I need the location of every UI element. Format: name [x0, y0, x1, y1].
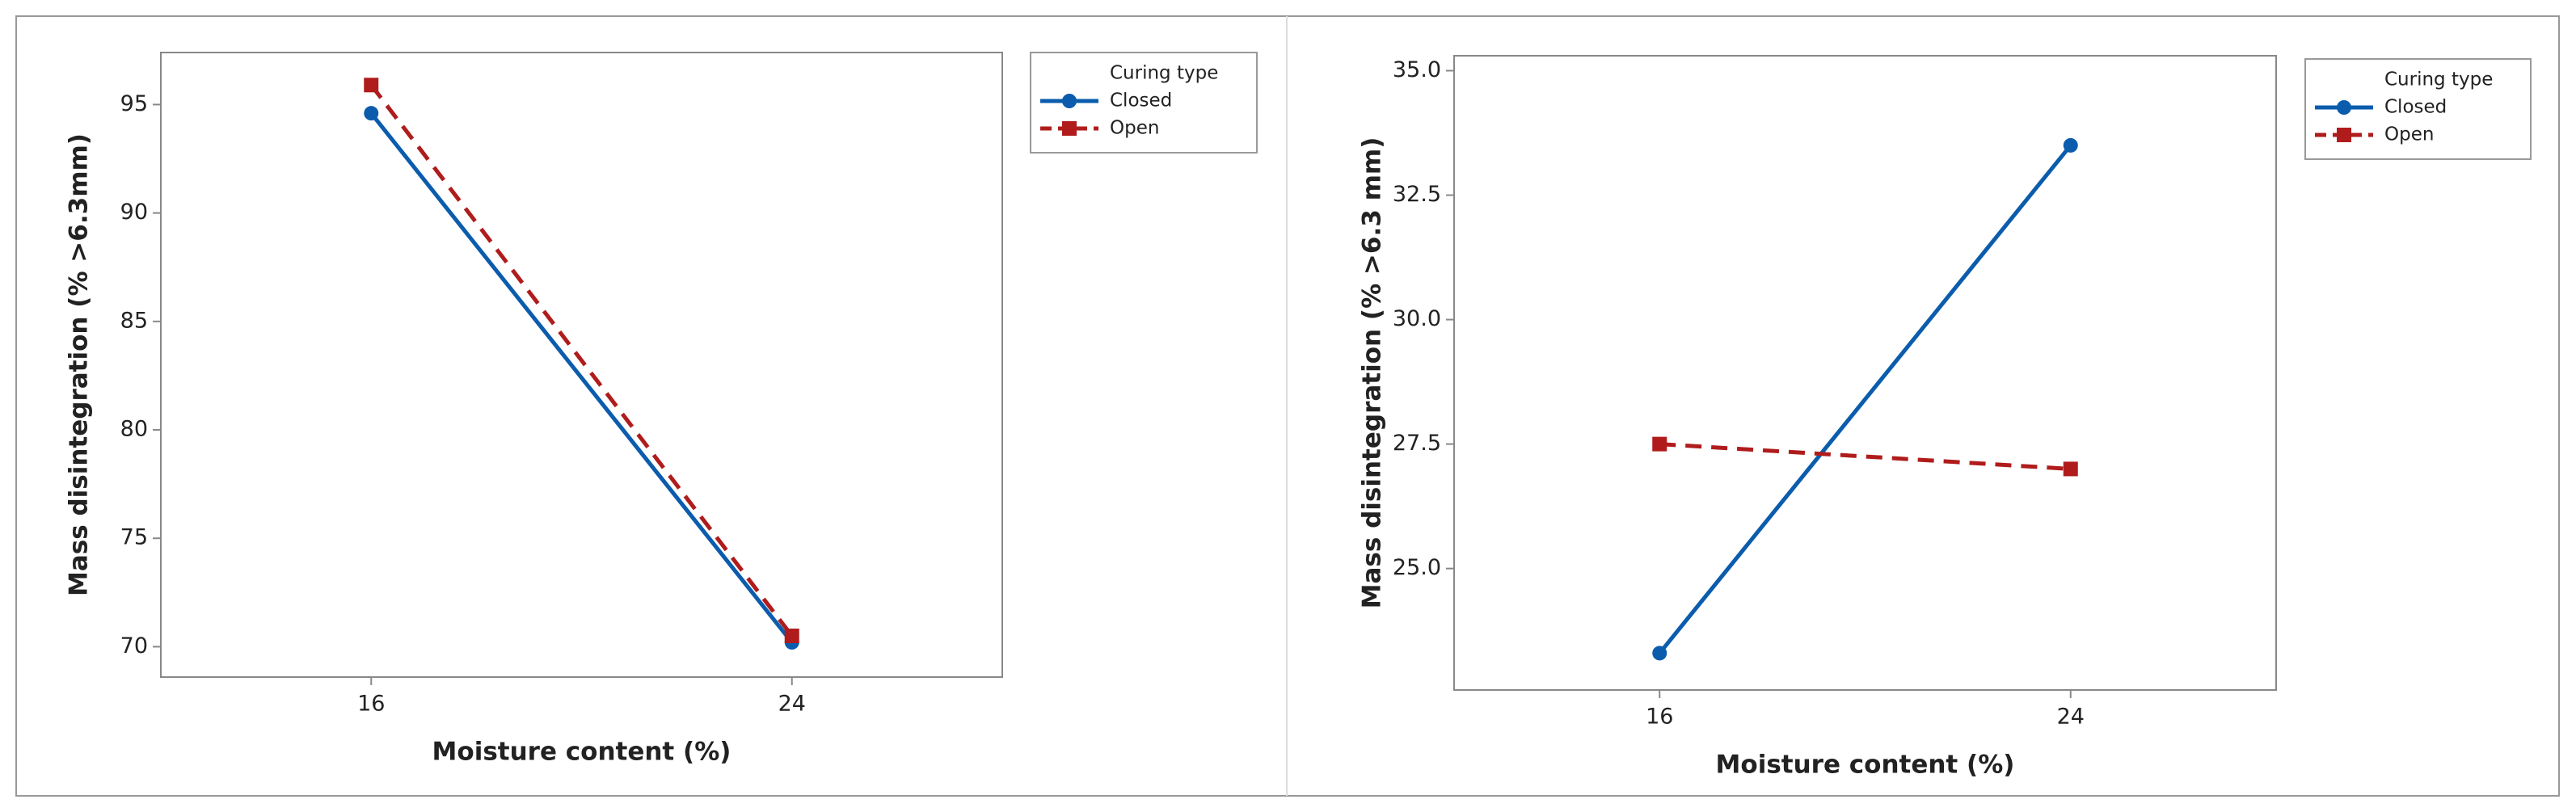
series-line — [1659, 442, 2071, 471]
y-axis-title: Mass disintegration (% >6.3 mm) — [1358, 137, 1387, 609]
plot-area — [1453, 55, 2277, 691]
legend-label: Closed — [1110, 90, 1172, 111]
legend-label: Closed — [2384, 97, 2447, 118]
marker — [364, 106, 379, 121]
y-tick-label: 35.0 — [1393, 57, 1441, 82]
y-tick-label: 85 — [120, 308, 148, 333]
legend-label: Open — [1110, 118, 1159, 139]
x-tick-label: 24 — [778, 692, 806, 717]
x-tick-label: 16 — [357, 692, 385, 717]
x-tick-label: 24 — [2057, 705, 2085, 730]
series-line — [369, 111, 794, 644]
y-tick-label: 80 — [120, 417, 148, 442]
marker — [364, 78, 379, 93]
x-tick-label: 16 — [1646, 705, 1673, 730]
y-axis-title: Mass disintegration (% >6.3mm) — [65, 133, 94, 596]
legend-marker — [2337, 128, 2351, 142]
marker — [1652, 646, 1667, 661]
plot-area — [160, 52, 1003, 678]
legend-title: Curing type — [2384, 69, 2493, 90]
y-tick-label: 27.5 — [1393, 431, 1441, 456]
legend-marker — [2337, 100, 2351, 115]
series-line — [369, 83, 794, 637]
legend-label: Open — [2384, 124, 2434, 145]
series-line — [1658, 144, 2072, 654]
legend-marker — [1062, 121, 1077, 136]
y-tick-label: 30.0 — [1393, 306, 1441, 331]
marker — [784, 629, 799, 644]
legend-marker — [1062, 94, 1077, 108]
y-tick-label: 70 — [120, 633, 148, 658]
y-tick-label: 32.5 — [1393, 182, 1441, 207]
y-tick-label: 75 — [120, 525, 148, 550]
y-tick-label: 90 — [120, 200, 148, 225]
marker — [2063, 137, 2078, 153]
y-tick-label: 25.0 — [1393, 555, 1441, 580]
marker — [2063, 461, 2078, 477]
x-axis-title: Moisture content (%) — [1716, 751, 2015, 780]
y-tick-label: 95 — [120, 91, 148, 116]
x-axis-title: Moisture content (%) — [432, 738, 731, 767]
legend-title: Curing type — [1110, 63, 1218, 84]
marker — [1652, 436, 1667, 452]
